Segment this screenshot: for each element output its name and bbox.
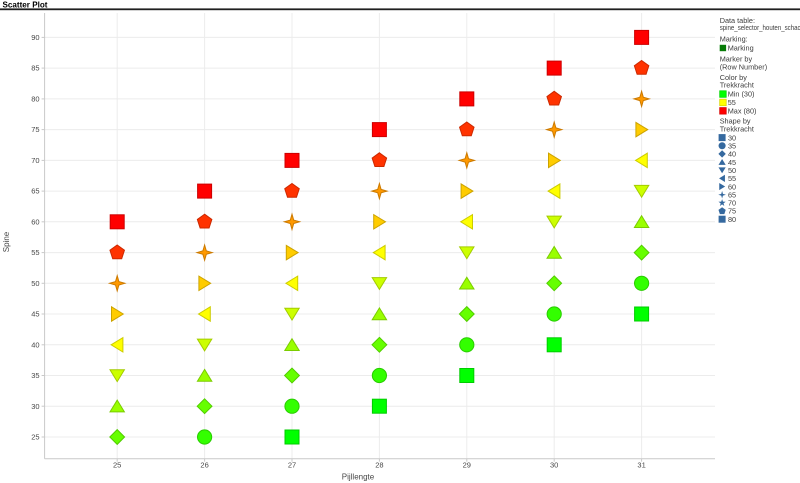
svg-text:Trekkracht: Trekkracht bbox=[720, 81, 754, 90]
svg-text:Trekkracht: Trekkracht bbox=[720, 124, 754, 133]
svg-text:26: 26 bbox=[200, 461, 208, 470]
svg-text:45: 45 bbox=[31, 310, 39, 319]
svg-text:30: 30 bbox=[728, 133, 736, 142]
svg-text:40: 40 bbox=[31, 340, 39, 349]
svg-text:Spine: Spine bbox=[2, 231, 11, 252]
svg-text:Max (80): Max (80) bbox=[728, 106, 757, 115]
svg-text:65: 65 bbox=[31, 187, 39, 196]
svg-text:Pijllengte: Pijllengte bbox=[342, 473, 375, 482]
svg-text:25: 25 bbox=[31, 433, 39, 442]
svg-text:27: 27 bbox=[288, 461, 296, 470]
svg-text:30: 30 bbox=[31, 402, 39, 411]
svg-text:Marker by: Marker by bbox=[720, 55, 753, 64]
svg-text:60: 60 bbox=[31, 217, 39, 226]
svg-text:Min (30): Min (30) bbox=[728, 90, 755, 99]
svg-text:50: 50 bbox=[31, 279, 39, 288]
svg-text:70: 70 bbox=[31, 156, 39, 165]
svg-text:55: 55 bbox=[728, 174, 736, 183]
svg-text:50: 50 bbox=[728, 166, 736, 175]
svg-text:75: 75 bbox=[728, 207, 736, 216]
svg-text:Marking:: Marking: bbox=[720, 35, 748, 44]
svg-text:Scatter Plot: Scatter Plot bbox=[3, 1, 48, 10]
svg-text:Data table:: Data table: bbox=[720, 16, 755, 25]
svg-text:90: 90 bbox=[31, 33, 39, 42]
svg-text:75: 75 bbox=[31, 125, 39, 134]
svg-text:(Row Number): (Row Number) bbox=[720, 63, 767, 72]
svg-text:80: 80 bbox=[728, 215, 736, 224]
svg-text:30: 30 bbox=[550, 461, 558, 470]
svg-text:Marking: Marking bbox=[728, 44, 754, 53]
svg-text:80: 80 bbox=[31, 95, 39, 104]
svg-text:85: 85 bbox=[31, 64, 39, 73]
svg-text:spine_selector_houten_schacht: spine_selector_houten_schacht bbox=[720, 23, 800, 32]
svg-text:35: 35 bbox=[728, 141, 736, 150]
svg-text:60: 60 bbox=[728, 182, 736, 191]
svg-text:55: 55 bbox=[31, 248, 39, 257]
svg-text:55: 55 bbox=[728, 98, 736, 107]
svg-text:31: 31 bbox=[637, 461, 645, 470]
svg-text:Shape by: Shape by bbox=[720, 117, 751, 126]
svg-text:40: 40 bbox=[728, 150, 736, 159]
svg-text:45: 45 bbox=[728, 158, 736, 167]
svg-text:35: 35 bbox=[31, 371, 39, 380]
svg-text:28: 28 bbox=[375, 461, 383, 470]
svg-text:29: 29 bbox=[463, 461, 471, 470]
svg-text:65: 65 bbox=[728, 190, 736, 199]
svg-text:Color by: Color by bbox=[720, 73, 748, 82]
svg-text:25: 25 bbox=[113, 461, 121, 470]
svg-text:70: 70 bbox=[728, 199, 736, 208]
